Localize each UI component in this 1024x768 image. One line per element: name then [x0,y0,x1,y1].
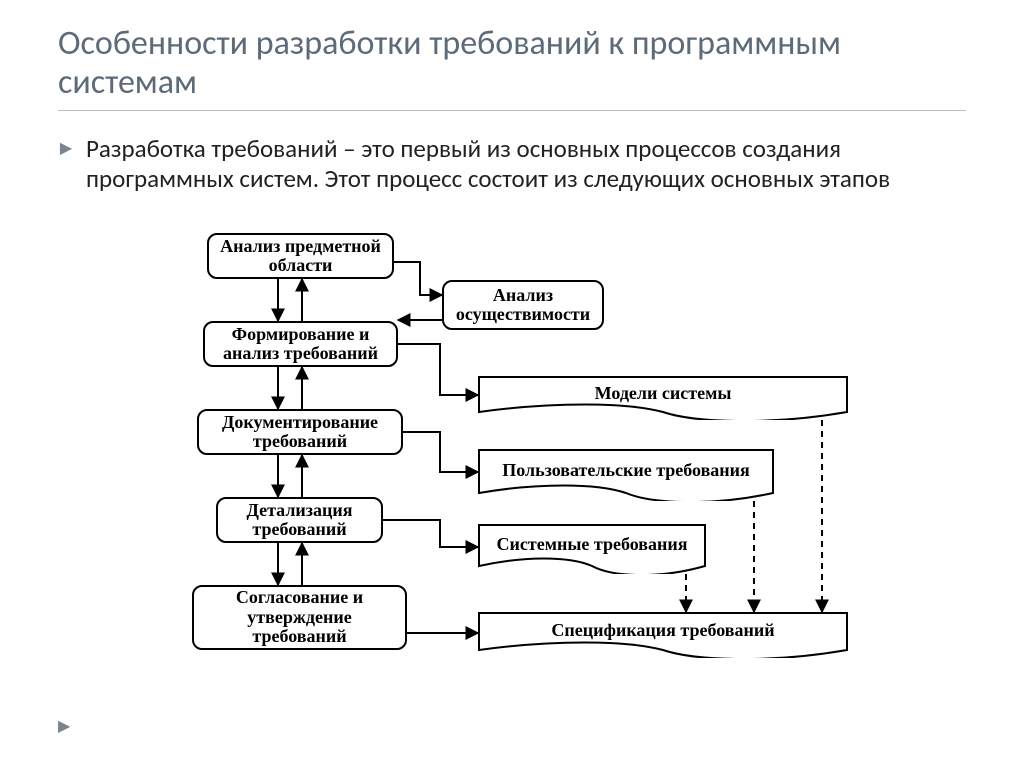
process-node-n1: Анализ предметной области [207,233,394,279]
document-node-d1: Модели системы [478,376,848,420]
document-node-d2: Пользовательские требования [478,449,774,501]
document-label: Модели системы [478,376,848,420]
process-node-n2: Анализ осуществимости [442,280,604,330]
document-node-d3: Системные требования [478,524,706,574]
document-label: Системные требования [478,524,706,574]
document-label: Пользовательские требования [478,449,774,501]
process-node-n6: Согласование и утверждение требований [192,585,407,650]
process-node-n3: Формирование и анализ требований [203,321,398,367]
footer-chevron-icon: ▶ [58,716,70,736]
slide: Особенности разработки требований к прог… [0,0,1024,768]
process-node-n5: Детализация требований [216,497,383,543]
process-node-n4: Документирование требований [197,409,403,455]
document-node-d4: Спецификация требований [478,612,848,658]
document-label: Спецификация требований [478,612,848,658]
